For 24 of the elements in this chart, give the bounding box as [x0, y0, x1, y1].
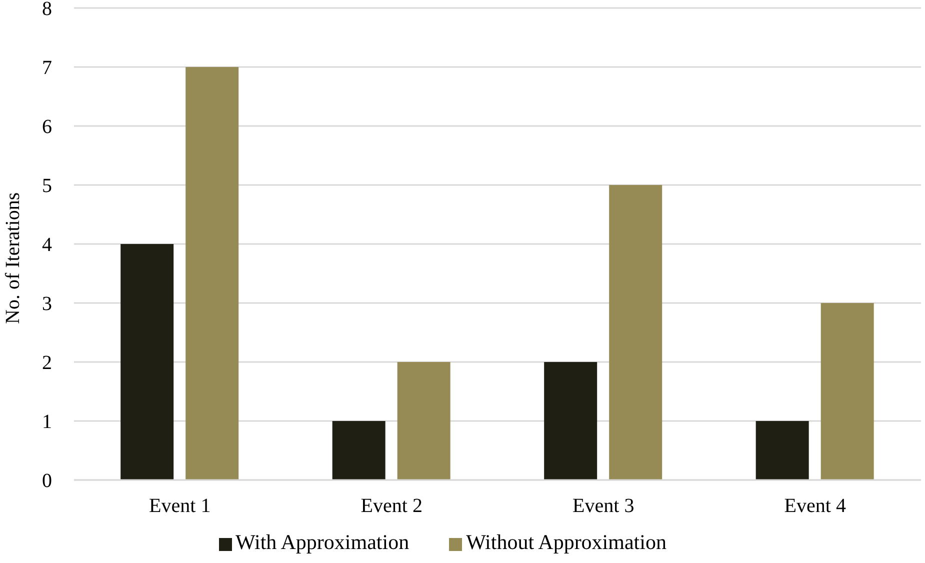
- y-tick-label: 8: [42, 0, 52, 20]
- x-tick-label: Event 3: [572, 495, 634, 518]
- y-tick-label: 5: [42, 175, 52, 198]
- x-tick-label: Event 2: [360, 495, 422, 518]
- bar: [397, 362, 450, 480]
- legend-label: Without Approximation: [466, 530, 666, 554]
- y-tick-label: 0: [42, 470, 52, 492]
- bar: [756, 421, 809, 480]
- x-tick-label: Event 4: [784, 495, 846, 518]
- y-tick-label: 7: [42, 57, 52, 80]
- bar: [820, 303, 874, 480]
- y-axis-title: No. of Iterations: [2, 192, 24, 324]
- y-tick-label: 2: [42, 352, 52, 374]
- bar: [332, 421, 386, 480]
- bar: [186, 67, 239, 480]
- y-tick-label: 3: [42, 293, 52, 316]
- bar: [120, 244, 174, 480]
- y-tick-label: 6: [42, 116, 52, 138]
- y-tick-label: 4: [42, 234, 52, 256]
- x-tick-label: Event 1: [149, 495, 211, 518]
- bar: [544, 362, 598, 480]
- legend-label: With Approximation: [236, 530, 410, 554]
- y-tick-label: 1: [42, 411, 52, 434]
- bar: [609, 185, 662, 480]
